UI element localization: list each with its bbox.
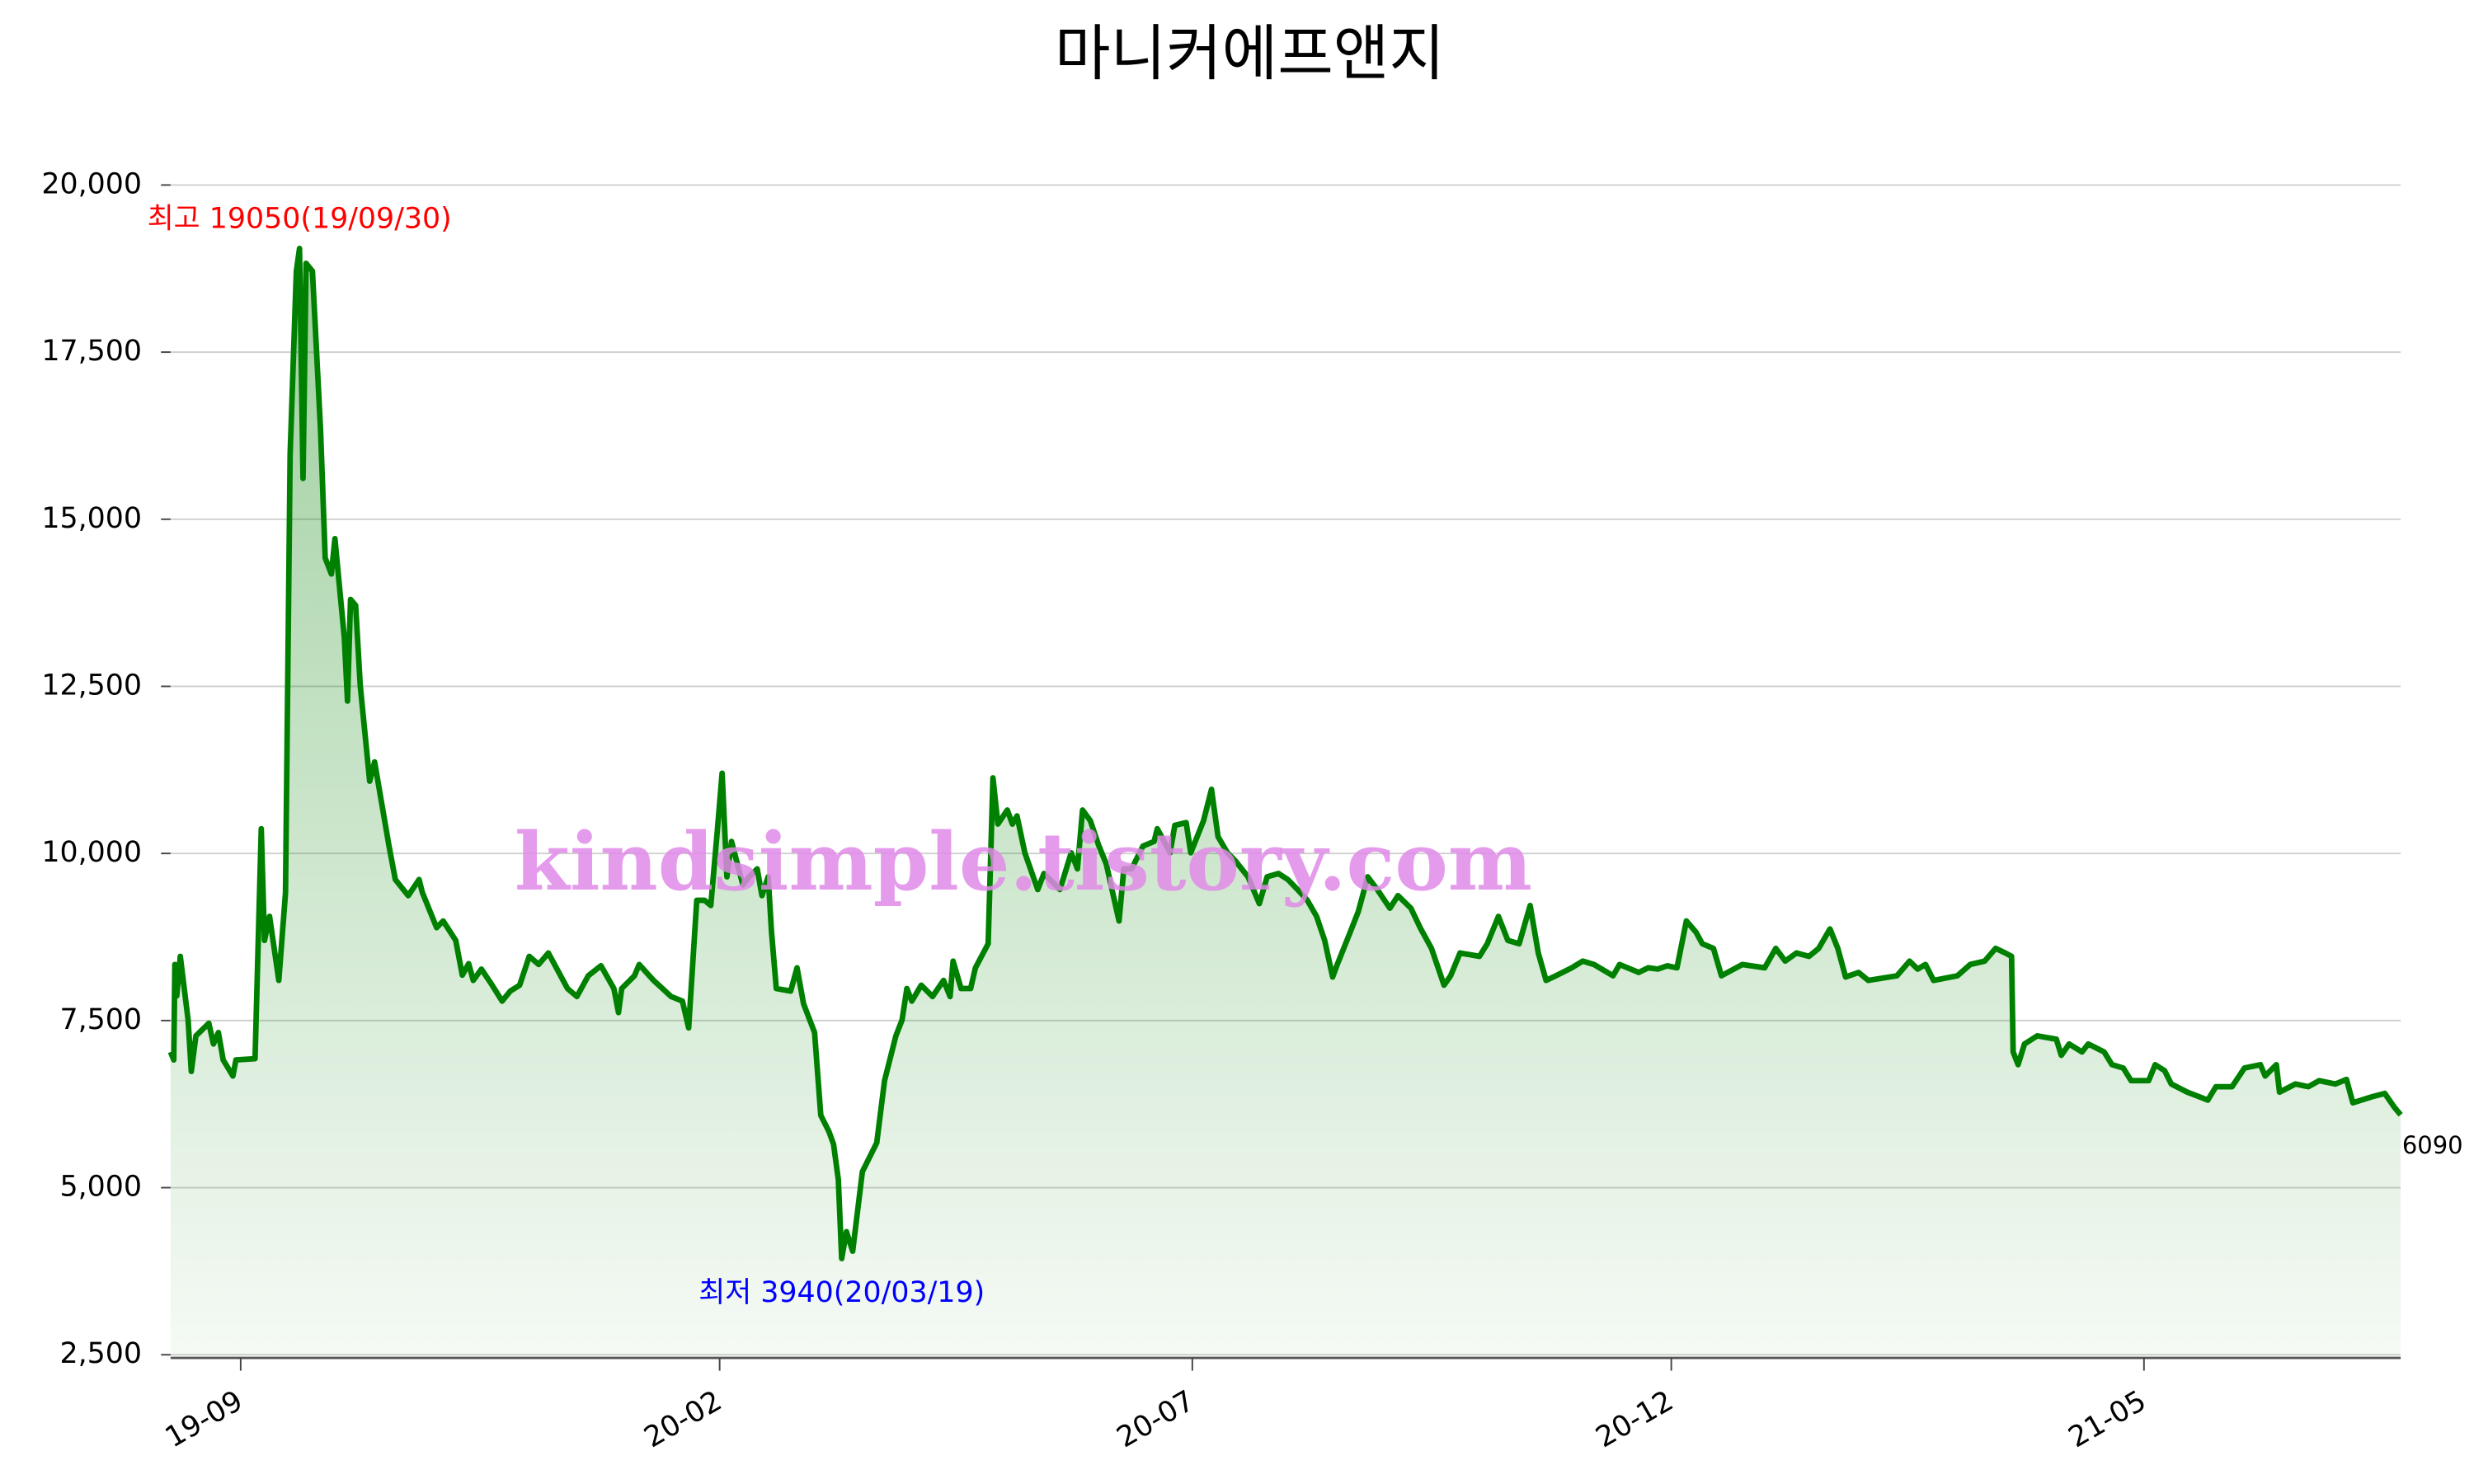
x-tick-label: 19-09: [160, 1384, 249, 1454]
y-tick-label: 20,000: [41, 167, 142, 200]
annotation-low: 최저 3940(20/03/19): [698, 1276, 985, 1309]
line: [167, 245, 2403, 1261]
chart-title: 마니커에프앤지: [1055, 19, 1445, 89]
x-tick-label: 20-02: [639, 1384, 728, 1454]
watermark: kindsimple.tistory.com: [515, 815, 1532, 909]
y-tick-label: 12,500: [41, 669, 142, 702]
x-tick-label: 21-05: [2063, 1384, 2152, 1454]
y-tick-label: 17,500: [41, 335, 142, 368]
area: [170, 248, 2401, 1355]
end-value-label: 6090: [2402, 1131, 2463, 1159]
annotation-high: 최고 19050(19/09/30): [148, 203, 452, 236]
x-tick-label: 20-12: [1591, 1384, 1680, 1454]
y-tick-label: 2,500: [59, 1337, 142, 1370]
y-tick-label: 7,500: [59, 1003, 142, 1036]
y-tick-label: 15,000: [41, 502, 142, 535]
y-tick-label: 5,000: [59, 1171, 142, 1204]
y-tick-label: 10,000: [41, 836, 142, 869]
x-tick-label: 20-07: [1112, 1384, 1201, 1454]
